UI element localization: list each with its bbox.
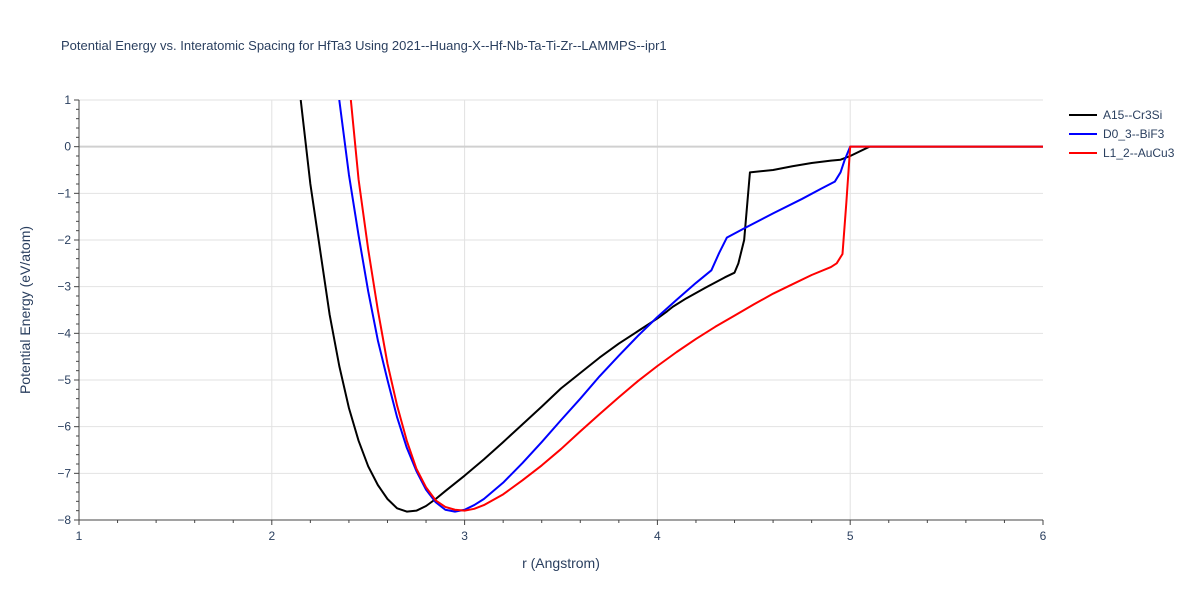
legend-item[interactable]: D0_3--BiF3 <box>1069 127 1165 141</box>
legend-label: D0_3--BiF3 <box>1103 127 1165 141</box>
y-tick-label: −8 <box>57 513 71 527</box>
y-axis-ticks: 1 0 −1 −2 −3 −4 −5 −6 −7 −8 <box>57 93 79 527</box>
legend-item[interactable]: L1_2--AuCu3 <box>1069 146 1175 160</box>
x-tick-label: 4 <box>654 529 661 543</box>
x-tick-label: 6 <box>1040 529 1047 543</box>
legend[interactable]: A15--Cr3Si D0_3--BiF3 L1_2--AuCu3 <box>1069 108 1175 160</box>
y-tick-label: −6 <box>57 420 71 434</box>
legend-label: L1_2--AuCu3 <box>1103 146 1175 160</box>
series-line-1 <box>338 100 1043 513</box>
y-tick-label: −1 <box>57 186 71 200</box>
y-tick-label: 0 <box>64 140 71 154</box>
y-tick-label: 1 <box>64 93 71 107</box>
x-tick-label: 3 <box>461 529 468 543</box>
legend-item[interactable]: A15--Cr3Si <box>1069 108 1162 122</box>
y-tick-label: −7 <box>57 466 71 480</box>
chart-title: Potential Energy vs. Interatomic Spacing… <box>61 38 667 53</box>
y-tick-label: −3 <box>57 280 71 294</box>
y-tick-label: −5 <box>57 373 71 387</box>
series-line-0 <box>299 100 1043 513</box>
x-axis-ticks: 1 2 3 4 5 6 <box>76 520 1047 543</box>
y-axis-label: Potential Energy (eV/atom) <box>17 226 33 394</box>
legend-label: A15--Cr3Si <box>1103 108 1162 122</box>
series-lines <box>299 100 1043 513</box>
x-tick-label: 5 <box>847 529 854 543</box>
series-line-2 <box>349 100 1043 512</box>
x-tick-label: 1 <box>76 529 83 543</box>
x-tick-label: 2 <box>268 529 275 543</box>
y-tick-label: −4 <box>57 326 71 340</box>
x-axis-label: r (Angstrom) <box>522 555 600 571</box>
y-tick-label: −2 <box>57 233 71 247</box>
grid <box>79 99 1043 520</box>
